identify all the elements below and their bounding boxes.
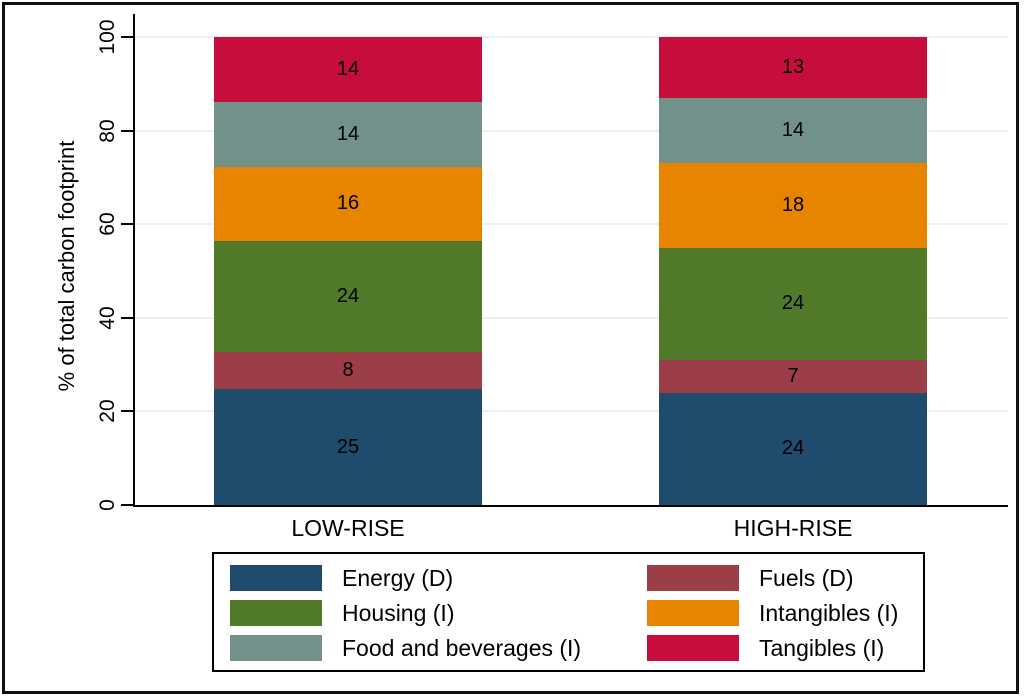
gridline — [133, 36, 1008, 38]
y-tick — [121, 316, 133, 319]
gridline — [133, 129, 1008, 132]
bar-value-label: 16 — [336, 192, 360, 215]
y-tick-label: 100 — [96, 19, 119, 55]
bar-segment: 24 — [214, 240, 482, 353]
bar-segment: 24 — [659, 392, 927, 505]
bar-value-label: 25 — [336, 435, 360, 458]
bar-segment: 13 — [659, 37, 927, 98]
legend-label: Energy (D) — [342, 565, 454, 591]
bar-segment: 14 — [659, 97, 927, 164]
y-tick-label: 80 — [96, 118, 119, 143]
legend-label: Intangibles (I) — [759, 600, 899, 626]
bar-value-label: 8 — [342, 359, 354, 382]
x-axis-line — [133, 505, 1008, 507]
y-axis-line — [133, 14, 135, 507]
y-tick — [121, 36, 133, 38]
legend-swatch — [647, 635, 739, 661]
category-label-low-rise: LOW-RISE — [291, 515, 405, 541]
y-tick — [121, 410, 133, 413]
y-tick-label: 60 — [96, 212, 119, 236]
y-tick-label: 20 — [96, 399, 119, 424]
category-label-high-rise: HIGH-RISE — [733, 515, 853, 541]
bar-value-label: 13 — [781, 55, 805, 78]
bar-value-label: 24 — [781, 437, 805, 460]
legend-swatch — [230, 565, 322, 591]
legend-label: Fuels (D) — [759, 565, 854, 591]
bar-value-label: 14 — [781, 119, 805, 142]
y-axis-title: % of total carbon footprint — [54, 140, 79, 392]
bar-segment: 7 — [659, 359, 927, 393]
legend-swatch — [230, 600, 322, 626]
y-tick-label: 0 — [96, 499, 119, 511]
y-tick — [121, 129, 133, 132]
bar-value-label: 24 — [336, 284, 360, 307]
bar-segment: 16 — [214, 166, 482, 241]
legend-label: Housing (I) — [342, 600, 455, 626]
bar-segment: 14 — [214, 101, 482, 167]
bar-segment: 8 — [214, 352, 482, 390]
bar-segment: 18 — [659, 163, 927, 248]
bar-value-label: 24 — [781, 292, 805, 315]
legend-label: Food and beverages (I) — [342, 635, 582, 661]
bar-segment: 25 — [214, 389, 482, 505]
y-tick-label: 40 — [96, 306, 119, 330]
gridline — [133, 316, 1008, 319]
legend-swatch — [647, 600, 739, 626]
legend-swatch — [647, 565, 739, 591]
bar-value-label: 14 — [336, 57, 360, 80]
bar-value-label: 7 — [787, 364, 799, 387]
legend: Energy (D) Housing (I) Food and beverages … — [212, 552, 925, 672]
legend-label: Tangibles (I) — [759, 635, 885, 661]
y-tick — [121, 504, 133, 506]
bar-segment: 24 — [659, 247, 927, 360]
legend-swatch — [230, 635, 322, 661]
y-tick — [121, 223, 133, 226]
gridline — [133, 223, 1008, 226]
bar-segment: 14 — [214, 37, 482, 102]
bar-value-label: 18 — [781, 193, 805, 216]
bar-value-label: 14 — [336, 122, 360, 145]
gridline — [133, 410, 1008, 413]
